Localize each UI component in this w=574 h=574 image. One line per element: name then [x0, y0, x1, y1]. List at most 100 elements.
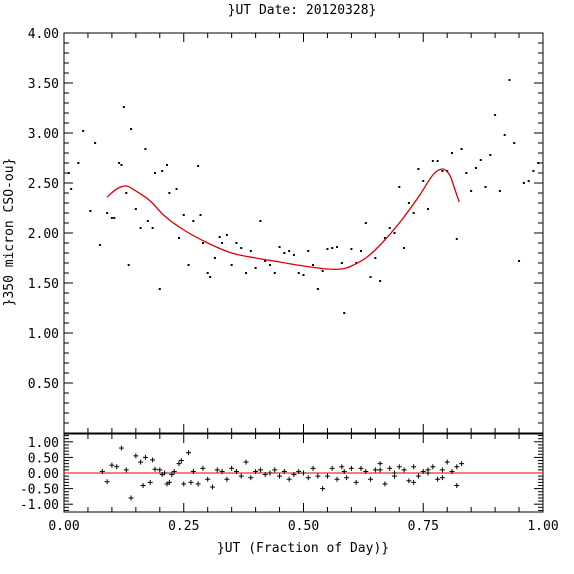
residual-point: [301, 470, 306, 476]
data-point: [240, 247, 243, 249]
data-point: [359, 250, 362, 252]
y-tick-label: 4.00: [28, 27, 59, 42]
residual-point: [372, 467, 378, 473]
data-point: [326, 248, 329, 250]
residual-point: [377, 467, 383, 473]
data-point: [113, 217, 116, 219]
data-point: [175, 188, 178, 190]
residual-point: [401, 467, 407, 473]
residual-point: [169, 472, 175, 478]
data-point: [518, 260, 521, 262]
residual-y-tick-label: -0.50: [20, 483, 59, 498]
data-point: [297, 272, 300, 274]
data-point: [450, 152, 453, 154]
data-point: [94, 142, 97, 144]
residual-point: [310, 465, 316, 471]
residual-point: [171, 468, 177, 474]
residual-point: [267, 470, 273, 476]
residual-point: [233, 468, 239, 474]
data-point: [235, 242, 238, 244]
data-point: [144, 148, 147, 150]
main-y-tick-labels: 0.50 1.00 1.50 2.00 2.50 3.00 3.50 4.00: [28, 27, 59, 392]
data-point: [187, 264, 190, 266]
residual-y-tick-label: 0.00: [28, 467, 59, 482]
data-point: [264, 260, 267, 262]
data-point: [484, 186, 487, 188]
data-point: [431, 160, 434, 162]
data-point: [494, 114, 497, 116]
data-point: [417, 168, 420, 170]
data-point: [110, 217, 113, 219]
residual-point: [420, 468, 426, 474]
residual-point: [454, 464, 460, 470]
residual-point: [348, 465, 354, 471]
residual-point: [109, 462, 115, 468]
residual-point: [368, 476, 374, 482]
residual-point: [454, 482, 460, 488]
data-point: [364, 222, 367, 224]
data-point: [474, 167, 477, 169]
residual-point: [339, 464, 345, 470]
data-point: [165, 164, 168, 166]
data-point: [436, 160, 439, 162]
residual-point: [392, 470, 398, 476]
residual-point: [272, 467, 278, 473]
data-point: [407, 202, 410, 204]
data-point: [513, 142, 516, 144]
y-tick-label: 1.00: [28, 327, 59, 342]
data-point: [369, 276, 372, 278]
residual-point: [188, 479, 194, 485]
residual-point: [253, 468, 259, 474]
data-point: [470, 190, 473, 192]
data-point: [422, 180, 425, 182]
data-point: [489, 154, 492, 156]
residual-point: [195, 481, 201, 487]
data-point: [403, 247, 406, 249]
data-point: [201, 242, 204, 244]
data-point: [82, 130, 85, 132]
residual-point: [128, 495, 134, 501]
data-point: [498, 190, 501, 192]
data-point: [527, 180, 530, 182]
residual-y-tick-label: 0.50: [28, 451, 59, 466]
data-point: [213, 257, 216, 259]
main-plot-frame: [63, 32, 544, 434]
data-point: [331, 247, 334, 249]
data-point: [288, 250, 291, 252]
residual-points: [99, 445, 465, 501]
data-point: [77, 162, 80, 164]
data-point: [177, 237, 180, 239]
residual-point: [296, 468, 302, 474]
data-point: [67, 172, 70, 174]
x-tick-label: 0.00: [48, 519, 79, 534]
residual-point: [353, 479, 359, 485]
residual-point: [444, 459, 450, 465]
y-tick-label: 3.00: [28, 127, 59, 142]
data-point: [199, 214, 202, 216]
residual-point: [138, 459, 144, 465]
x-tick-label: 0.75: [408, 519, 439, 534]
residual-point: [430, 464, 436, 470]
data-point: [151, 227, 154, 229]
residual-point: [142, 454, 148, 460]
data-point: [283, 252, 286, 254]
x-tick-label: 0.50: [288, 519, 319, 534]
residual-point: [118, 445, 124, 451]
data-point: [537, 162, 540, 164]
residual-point: [133, 453, 139, 459]
residual-point: [114, 464, 120, 470]
data-point: [336, 246, 339, 248]
data-point: [254, 267, 257, 269]
residual-point: [186, 450, 192, 456]
residual-point: [411, 479, 417, 485]
residual-point: [449, 468, 455, 474]
x-tick-label: 1.00: [527, 519, 558, 534]
data-point: [134, 208, 137, 210]
data-point: [312, 264, 315, 266]
y-tick-label: 2.00: [28, 227, 59, 242]
residual-point: [200, 465, 206, 471]
residual-point: [382, 481, 388, 487]
residual-point: [257, 467, 263, 473]
data-point: [106, 212, 109, 214]
